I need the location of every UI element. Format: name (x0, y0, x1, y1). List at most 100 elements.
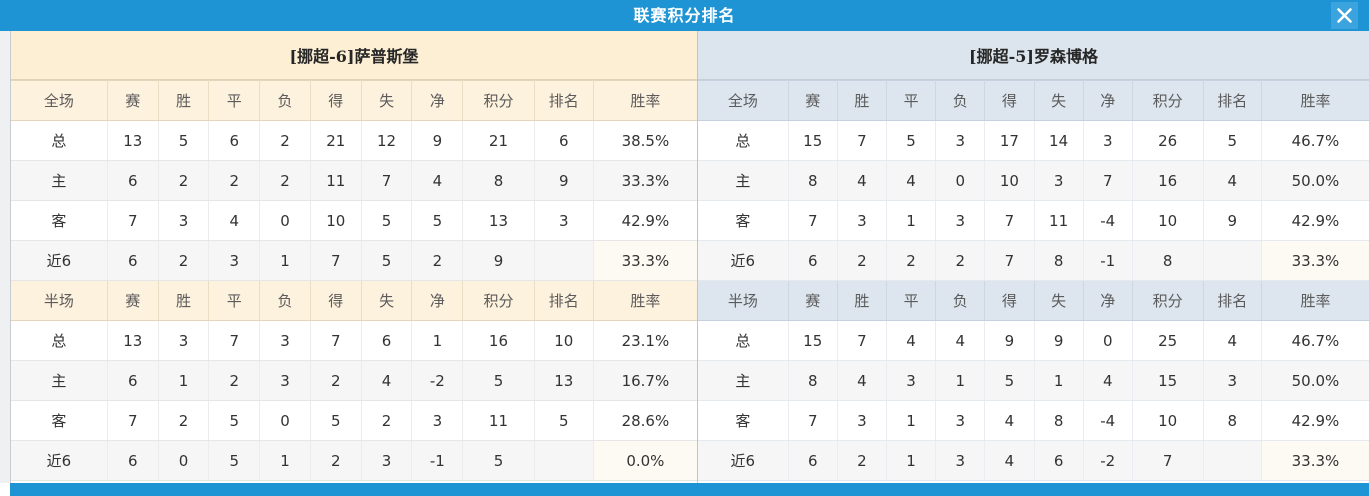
cell-win: 3 (158, 320, 210, 361)
cell-points: 11 (462, 400, 535, 441)
row-label: 近6 (698, 240, 789, 281)
col-head-winrate: 胜率 (593, 280, 697, 321)
cell-rank: 5 (1203, 120, 1262, 161)
cell-played: 6 (788, 440, 838, 481)
cell-winrate: 42.9% (1261, 200, 1369, 241)
col-head-loss: 负 (259, 80, 311, 121)
cell-gd: -2 (1083, 440, 1133, 481)
cell-loss: 4 (935, 320, 986, 361)
col-head-points: 积分 (462, 280, 535, 321)
cell-loss: 0 (259, 200, 311, 241)
cell-gd: 0 (1083, 320, 1133, 361)
table-row: 客 7 2 5 0 5 2 3 11 5 28.6% (11, 400, 697, 441)
cell-draw: 5 (886, 120, 937, 161)
cell-winrate: 33.3% (593, 240, 697, 281)
cell-win: 3 (837, 400, 887, 441)
cell-loss: 3 (935, 200, 986, 241)
right-team-name: [挪超-5]罗森博格 (698, 31, 1369, 80)
cell-rank: 4 (1203, 320, 1262, 361)
left-team-name: [挪超-6]萨普斯堡 (11, 31, 697, 80)
col-head-scope: 全场 (11, 80, 108, 121)
cell-winrate: 33.3% (1261, 440, 1369, 481)
cell-gd: 4 (411, 160, 464, 201)
cell-points: 15 (1132, 360, 1204, 401)
cell-loss: 3 (935, 400, 986, 441)
cell-points: 25 (1132, 320, 1204, 361)
cell-win: 2 (158, 240, 210, 281)
cell-rank: 3 (534, 200, 594, 241)
cell-points: 9 (462, 240, 535, 281)
cell-rank (534, 240, 594, 281)
cell-win: 1 (158, 360, 210, 401)
cell-rank (534, 440, 594, 481)
cell-gf: 4 (984, 440, 1035, 481)
footer-left-gap (0, 483, 10, 496)
cell-gd: 3 (1083, 120, 1133, 161)
row-label: 近6 (698, 440, 789, 481)
col-head-draw: 平 (886, 280, 937, 321)
col-head-winrate: 胜率 (1261, 80, 1369, 121)
row-label: 客 (11, 200, 108, 241)
cell-points: 7 (1132, 440, 1204, 481)
standings-panels: [挪超-6]萨普斯堡 全场 赛 胜 平 负 (0, 31, 1369, 483)
cell-rank: 13 (534, 360, 594, 401)
close-button[interactable] (1331, 2, 1358, 29)
cell-draw: 5 (208, 400, 261, 441)
cell-played: 8 (788, 160, 838, 201)
row-label: 主 (698, 160, 789, 201)
cell-points: 10 (1132, 200, 1204, 241)
row-label: 客 (11, 400, 108, 441)
left-half-header-row: 半场 赛 胜 平 负 得 失 净 积分 排名 胜率 (11, 280, 697, 321)
col-head-ga: 失 (1034, 80, 1084, 121)
cell-gf: 7 (310, 320, 362, 361)
row-label: 总 (698, 320, 789, 361)
cell-gd: -2 (411, 360, 464, 401)
close-icon (1337, 8, 1352, 23)
cell-ga: 7 (361, 160, 413, 201)
col-head-gd: 净 (411, 280, 464, 321)
col-head-ga: 失 (361, 280, 413, 321)
cell-rank: 9 (534, 160, 594, 201)
cell-winrate: 42.9% (1261, 400, 1369, 441)
col-head-played: 赛 (788, 280, 838, 321)
cell-ga: 6 (1034, 440, 1084, 481)
cell-win: 2 (837, 240, 887, 281)
cell-ga: 14 (1034, 120, 1084, 161)
col-head-played: 赛 (788, 80, 838, 121)
cell-loss: 3 (935, 120, 986, 161)
cell-points: 21 (462, 120, 535, 161)
cell-loss: 1 (259, 240, 311, 281)
cell-winrate: 42.9% (593, 200, 697, 241)
cell-loss: 1 (935, 360, 986, 401)
row-label: 近6 (11, 240, 108, 281)
col-head-rank: 排名 (534, 280, 594, 321)
cell-draw: 2 (208, 360, 261, 401)
cell-winrate: 33.3% (1261, 240, 1369, 281)
cell-win: 7 (837, 120, 887, 161)
cell-points: 13 (462, 200, 535, 241)
title-bar: 联赛积分排名 (0, 0, 1369, 31)
cell-played: 7 (788, 200, 838, 241)
row-label: 客 (698, 200, 789, 241)
cell-win: 3 (158, 200, 210, 241)
cell-rank: 3 (1203, 360, 1262, 401)
cell-gf: 17 (984, 120, 1035, 161)
col-head-points: 积分 (1132, 80, 1204, 121)
col-head-gf: 得 (984, 280, 1035, 321)
cell-draw: 6 (208, 120, 261, 161)
cell-gf: 9 (984, 320, 1035, 361)
cell-loss: 3 (259, 320, 311, 361)
cell-draw: 2 (208, 160, 261, 201)
table-row: 近6 6 0 5 1 2 3 -1 5 0.0% (11, 440, 697, 481)
right-half-header-row: 半场 赛 胜 平 负 得 失 净 积分 排名 胜率 (698, 280, 1369, 321)
cell-played: 6 (788, 240, 838, 281)
col-head-played: 赛 (107, 80, 159, 121)
table-row: 近6 6 2 1 3 4 6 -2 7 33.3% (698, 440, 1369, 481)
table-row: 总 13 3 7 3 7 6 1 16 10 23.1% (11, 320, 697, 361)
cell-draw: 7 (208, 320, 261, 361)
cell-points: 5 (462, 360, 535, 401)
row-label: 总 (11, 120, 108, 161)
cell-gd: 1 (411, 320, 464, 361)
cell-gf: 7 (310, 240, 362, 281)
